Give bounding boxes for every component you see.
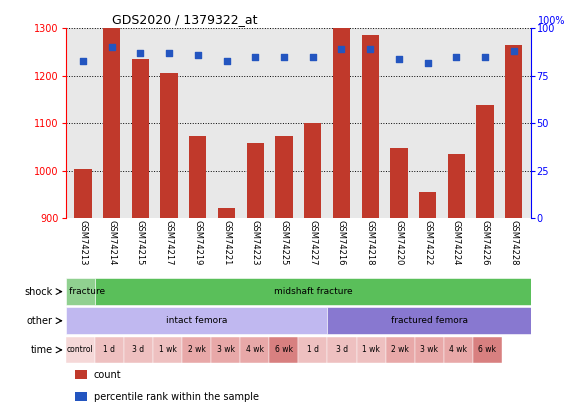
Text: GSM74227: GSM74227 [308,220,317,266]
Bar [75,370,87,379]
Point [395,55,404,62]
Bar [327,337,356,363]
Bar [153,337,182,363]
Text: count: count [94,370,121,379]
Point [251,53,260,60]
Text: GSM74222: GSM74222 [423,220,432,265]
Point [308,53,317,60]
Text: 3 wk: 3 wk [420,345,438,354]
Bar [275,136,292,218]
Text: control: control [67,345,94,354]
Bar [189,136,207,218]
Text: 4 wk: 4 wk [246,345,264,354]
Text: GSM74215: GSM74215 [136,220,145,265]
Text: 3 d: 3 d [132,345,144,354]
Text: 3 wk: 3 wk [216,345,235,354]
Bar [333,28,350,218]
Bar [211,337,240,363]
Point [107,44,116,51]
Point [452,53,461,60]
Point [164,50,174,56]
Point [279,53,288,60]
Text: 1 wk: 1 wk [159,345,176,354]
Text: GSM74228: GSM74228 [509,220,518,266]
Text: shock: shock [25,287,53,296]
Point [78,58,87,64]
Text: GSM74219: GSM74219 [194,220,202,265]
Text: time: time [30,345,53,355]
Bar [103,28,120,218]
Bar [419,192,436,218]
Text: GSM74220: GSM74220 [395,220,403,265]
Bar [304,123,321,218]
Text: GSM74226: GSM74226 [481,220,489,266]
Text: percentile rank within the sample: percentile rank within the sample [94,392,259,402]
Point [136,50,145,56]
Bar [444,337,473,363]
Text: GSM74224: GSM74224 [452,220,461,265]
Bar [247,143,264,218]
Bar [66,307,327,334]
Text: 2 wk: 2 wk [391,345,409,354]
Text: 100%: 100% [538,15,565,26]
Text: GSM74217: GSM74217 [164,220,174,266]
Point [337,46,346,53]
Text: GSM74223: GSM74223 [251,220,260,266]
Text: 2 wk: 2 wk [188,345,206,354]
Bar [95,337,124,363]
Text: other: other [27,316,53,326]
Point [423,59,432,66]
Bar [505,45,522,218]
Text: GSM74218: GSM74218 [365,220,375,266]
Bar [160,72,178,218]
Bar [327,307,531,334]
Text: GSM74213: GSM74213 [78,220,87,266]
Text: no fracture: no fracture [55,287,105,296]
Text: 3 d: 3 d [336,345,348,354]
Bar [385,337,415,363]
Text: 1 d: 1 d [103,345,115,354]
Bar [356,337,385,363]
Text: 4 wk: 4 wk [449,345,467,354]
Bar [182,337,211,363]
Bar [473,337,502,363]
Bar [361,36,379,218]
Bar [415,337,444,363]
Bar [390,149,408,218]
Text: intact femora: intact femora [166,316,227,325]
Bar [298,337,327,363]
Text: 1 d: 1 d [307,345,319,354]
Bar [270,337,298,363]
Text: fractured femora: fractured femora [391,316,468,325]
Bar [132,59,149,218]
Point [365,46,375,53]
Text: GSM74214: GSM74214 [107,220,116,265]
Bar [66,278,95,305]
Point [509,48,518,54]
Bar [240,337,270,363]
Text: GSM74216: GSM74216 [337,220,346,266]
Text: 1 wk: 1 wk [362,345,380,354]
Text: 6 wk: 6 wk [478,345,496,354]
Text: GSM74221: GSM74221 [222,220,231,265]
Text: 6 wk: 6 wk [275,345,293,354]
Bar [476,105,494,218]
Bar [66,337,95,363]
Point [193,52,202,58]
Point [222,58,231,64]
Bar [448,154,465,218]
Text: midshaft fracture: midshaft fracture [274,287,352,296]
Text: GSM74225: GSM74225 [279,220,288,265]
Point [481,53,490,60]
Bar [75,392,87,401]
Bar [74,169,91,218]
Bar [218,208,235,218]
Bar [124,337,153,363]
Text: GDS2020 / 1379322_at: GDS2020 / 1379322_at [112,13,258,26]
